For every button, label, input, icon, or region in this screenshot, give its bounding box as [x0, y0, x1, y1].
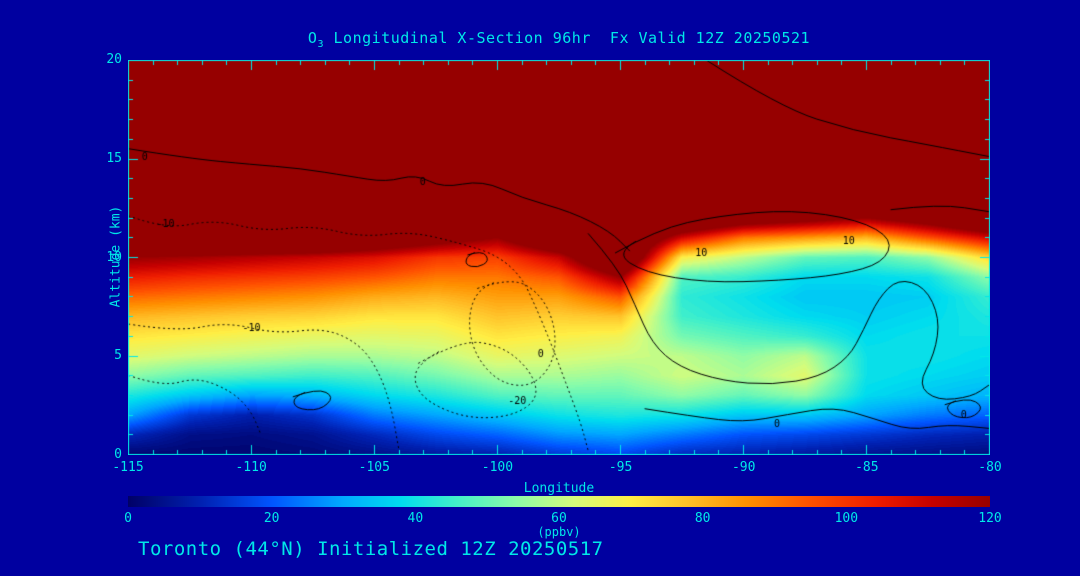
x-tick-label: -85 [855, 460, 879, 475]
footer-text: Toronto (44°N) Initialized 12Z 20250517 [138, 538, 604, 560]
x-tick-label: -95 [608, 460, 633, 475]
x-tick-label: -115 [112, 460, 144, 475]
y-tick-label: 15 [106, 150, 122, 166]
colorbar-tick-label: 60 [551, 511, 567, 526]
title-prefix: O [307, 29, 318, 47]
plot-area [128, 60, 990, 455]
y-tick-label: 5 [114, 348, 122, 364]
title-rest: Longitudinal X-Section 96hr Fx Valid 12Z… [323, 29, 811, 47]
y-tick-label: 10 [106, 249, 122, 265]
y-tick-label: 0 [114, 447, 122, 462]
x-tick-label: -90 [731, 460, 756, 475]
colorbar-tick-label: 0 [124, 511, 132, 526]
x-tick-label: -80 [978, 460, 1002, 475]
chart-title: O3 Longitudinal X-Section 96hr Fx Valid … [128, 29, 990, 50]
colorbar [128, 496, 990, 507]
x-tick-label: -100 [481, 460, 514, 475]
colorbar-tick-label: 80 [694, 511, 711, 526]
y-tick-label: 20 [106, 52, 122, 67]
heatmap-canvas [128, 60, 990, 455]
colorbar-tick-label: 20 [263, 511, 280, 526]
x-axis-label: Longitude [523, 481, 595, 496]
colorbar-label: (ppbv) [537, 525, 581, 539]
colorbar-tick-label: 120 [978, 511, 1002, 526]
x-tick-label: -105 [358, 460, 390, 475]
colorbar-tick-label: 100 [834, 511, 859, 526]
colorbar-tick-label: 40 [407, 511, 424, 526]
title-subscript: 3 [317, 39, 324, 50]
x-tick-label: -110 [235, 460, 267, 475]
